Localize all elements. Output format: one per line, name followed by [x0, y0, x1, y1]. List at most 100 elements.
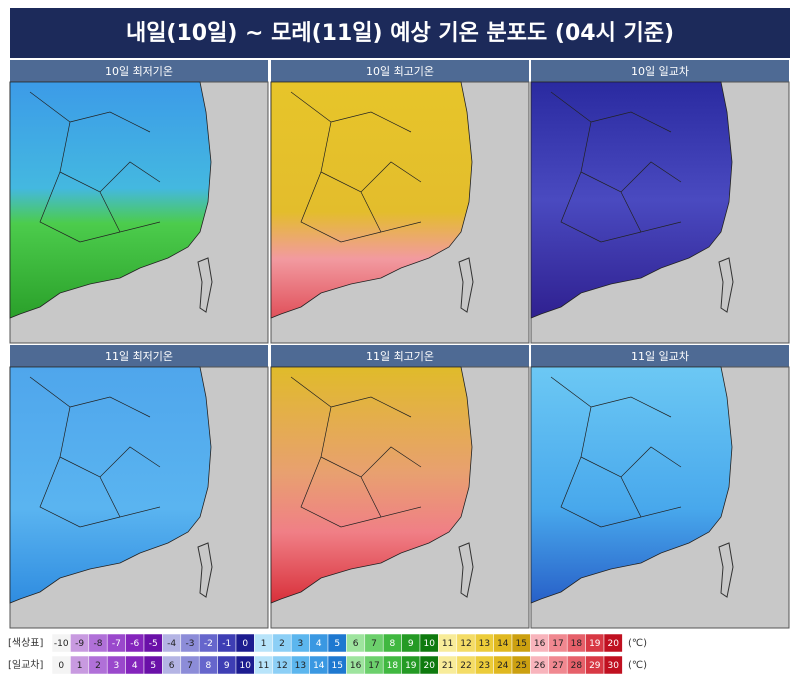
- panel-label: 11일 최저기온: [105, 349, 173, 363]
- legend-value: 18: [571, 639, 583, 649]
- legend-value: 14: [313, 661, 325, 671]
- legend-value: 24: [497, 661, 509, 671]
- map: [530, 81, 790, 344]
- borders: [29, 376, 161, 528]
- legend-value: 17: [552, 639, 563, 649]
- legend-value: 3: [298, 639, 304, 649]
- legend-row-label: [색상표]: [8, 637, 44, 649]
- title: 내일(10일) ~ 모레(11일) 예상 기온 분포도 (04시 기준): [126, 21, 674, 46]
- legend-value: 7: [187, 661, 193, 671]
- legend-unit: (℃): [628, 638, 647, 649]
- panel-label: 10일 최고기온: [366, 64, 434, 78]
- legend-value: -8: [94, 639, 103, 649]
- legend-value: 21: [442, 661, 453, 671]
- legend-value: 18: [387, 661, 399, 671]
- legend-value: 2: [95, 661, 101, 671]
- borders: [290, 376, 422, 528]
- legend-unit: (℃): [628, 660, 647, 671]
- legend-value: 8: [390, 639, 396, 649]
- legend-value: 1: [77, 661, 83, 671]
- legend-value: 5: [334, 639, 340, 649]
- title-bar: [10, 8, 790, 58]
- land: [530, 366, 733, 604]
- island: [197, 257, 213, 313]
- legend-value: 27: [552, 661, 563, 671]
- legend-value: 17: [368, 661, 379, 671]
- legend-value: -10: [54, 639, 69, 649]
- borders: [290, 91, 422, 243]
- legend-value: 6: [353, 639, 359, 649]
- legend-value: 14: [497, 639, 509, 649]
- legend-value: 11: [442, 639, 453, 649]
- legend-value: 23: [479, 661, 490, 671]
- legend-value: -5: [149, 639, 158, 649]
- island: [458, 542, 474, 598]
- legend-value: 13: [295, 661, 306, 671]
- legend-value: -4: [167, 639, 176, 649]
- legend-value: 20: [423, 661, 435, 671]
- legend-value: 12: [276, 661, 287, 671]
- legend-value: 4: [316, 639, 322, 649]
- legend-value: 15: [515, 639, 526, 649]
- legend-value: -6: [130, 639, 139, 649]
- legend-value: -7: [112, 639, 121, 649]
- panel-header: [10, 345, 268, 367]
- land: [9, 81, 212, 319]
- map: [9, 366, 269, 629]
- map: [9, 81, 269, 344]
- legend-value: 0: [242, 639, 248, 649]
- island: [458, 257, 474, 313]
- legend-value: -2: [204, 639, 213, 649]
- panel-label: 11일 일교차: [631, 349, 689, 363]
- legend-value: 9: [224, 661, 230, 671]
- panel-label: 10일 일교차: [631, 64, 689, 78]
- borders: [29, 91, 161, 243]
- panel-header: [531, 60, 789, 82]
- legend-value: 29: [589, 661, 601, 671]
- land: [270, 366, 473, 604]
- legend-value: 25: [515, 661, 526, 671]
- map: [270, 366, 530, 629]
- legend-value: 12: [460, 639, 471, 649]
- legend-value: 22: [460, 661, 471, 671]
- land: [270, 81, 473, 319]
- legend-value: 19: [405, 661, 417, 671]
- legend-value: -9: [75, 639, 84, 649]
- panel-label: 10일 최저기온: [105, 64, 173, 78]
- legend-value: 9: [408, 639, 414, 649]
- legend-value: 16: [534, 639, 546, 649]
- panel-header: [271, 345, 529, 367]
- legend-value: 6: [169, 661, 175, 671]
- legend-value: 7: [371, 639, 377, 649]
- land: [530, 81, 733, 319]
- legend-value: 13: [479, 639, 490, 649]
- borders: [550, 91, 682, 243]
- legend-value: 30: [607, 661, 619, 671]
- legend-row-label: [일교차]: [8, 659, 44, 671]
- legend-swatch: [603, 633, 623, 653]
- legend-value: 15: [331, 661, 342, 671]
- legend-value: 26: [534, 661, 546, 671]
- legend-value: 20: [607, 639, 619, 649]
- land: [9, 366, 212, 604]
- borders: [550, 376, 682, 528]
- legend-value: 19: [589, 639, 601, 649]
- map: [270, 81, 530, 344]
- legend-value: 10: [423, 639, 435, 649]
- island: [718, 542, 734, 598]
- panel-label: 11일 최고기온: [366, 349, 434, 363]
- legend-value: 16: [350, 661, 362, 671]
- legend-value: 28: [571, 661, 583, 671]
- panel-header: [10, 60, 268, 82]
- legend-value: -1: [222, 639, 231, 649]
- legend-value: 2: [279, 639, 285, 649]
- legend-value: 4: [132, 661, 138, 671]
- legend-swatch: [603, 655, 623, 675]
- legend-value: 3: [114, 661, 120, 671]
- legend-value: 11: [258, 661, 269, 671]
- panel-header: [271, 60, 529, 82]
- island: [197, 542, 213, 598]
- legend-value: 10: [239, 661, 251, 671]
- island: [718, 257, 734, 313]
